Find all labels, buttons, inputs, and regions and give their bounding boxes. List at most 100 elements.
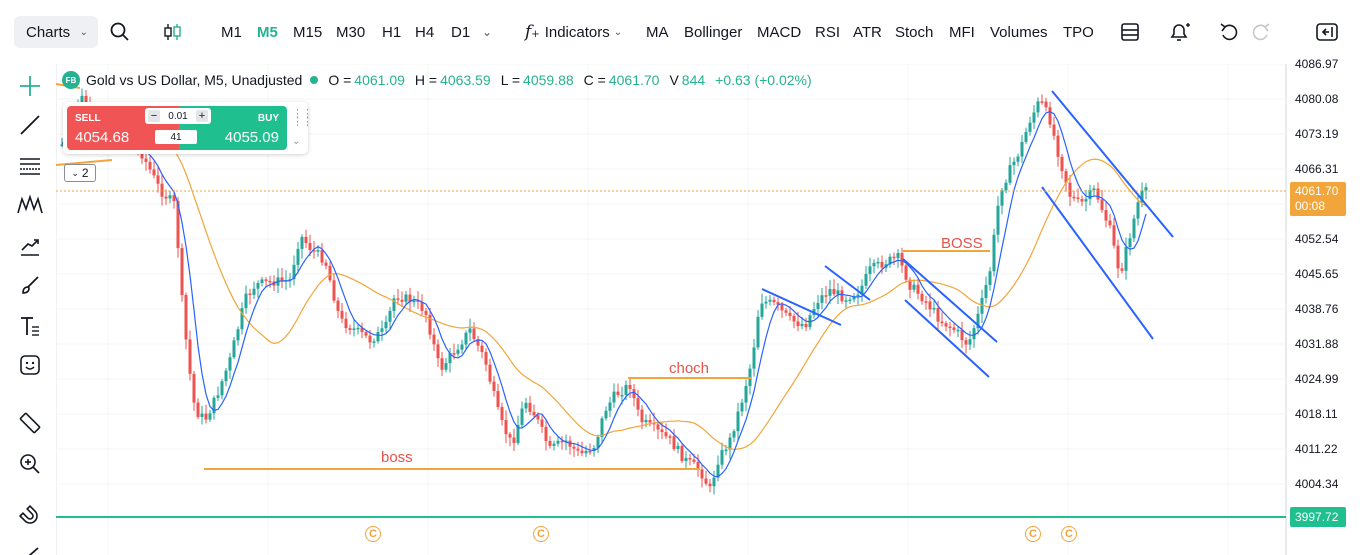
magnet-icon[interactable] <box>16 502 44 530</box>
indicator-bollinger[interactable]: Bollinger <box>684 23 743 41</box>
zoom-in-icon[interactable] <box>16 450 44 478</box>
drawing-pencil-icon[interactable] <box>16 540 44 555</box>
trend-line-icon[interactable] <box>16 111 44 139</box>
low-value: 4059.88 <box>523 72 574 88</box>
redo-icon[interactable] <box>1250 16 1272 48</box>
timeframe-h4[interactable]: H4 <box>415 23 435 41</box>
layout-icon[interactable] <box>1119 16 1141 48</box>
candle-body <box>788 312 792 316</box>
undo-icon[interactable] <box>1218 16 1240 48</box>
crosshair-icon[interactable] <box>16 72 44 100</box>
candle-body <box>556 440 560 444</box>
candle-body <box>1012 161 1016 166</box>
candle-body <box>496 391 500 408</box>
emoji-sticker-icon[interactable] <box>16 351 44 379</box>
channel-line <box>824 265 871 301</box>
forecast-icon[interactable] <box>16 232 44 260</box>
candle-body <box>1080 199 1084 202</box>
candle-body <box>848 299 852 302</box>
event-marker-icon[interactable]: C <box>1061 526 1077 542</box>
quantity-value[interactable]: 0.01 <box>168 110 188 122</box>
candle-body <box>900 253 904 266</box>
candle-body <box>952 327 956 331</box>
indicator-volumes[interactable]: Volumes <box>990 23 1048 41</box>
candle-body <box>856 294 860 297</box>
brush-icon[interactable] <box>16 272 44 300</box>
timeframe-m30[interactable]: M30 <box>336 23 366 41</box>
indicators-button[interactable]: f+ Indicators ⌄ <box>525 16 622 48</box>
candle-body <box>1072 196 1076 199</box>
charts-menu-button[interactable]: Charts ⌄ <box>14 16 98 48</box>
event-marker-icon[interactable]: C <box>1025 526 1041 542</box>
candle-body <box>1000 190 1004 206</box>
candle-body <box>756 316 760 348</box>
indicators-label: Indicators <box>544 23 610 41</box>
indicator-rsi[interactable]: RSI <box>815 23 841 41</box>
candle-body <box>1032 112 1036 123</box>
collapse-panel-icon[interactable] <box>1315 16 1339 48</box>
quantity-stepper[interactable]: − 0.01 + <box>145 108 211 124</box>
timeframes-more-chevron-icon[interactable]: ⌄ <box>482 25 493 39</box>
timeframe-m1[interactable]: M1 <box>221 23 242 41</box>
indicator-atr[interactable]: ATR <box>853 23 882 41</box>
indicator-ma[interactable]: MA <box>646 23 669 41</box>
alert-bell-icon[interactable] <box>1167 16 1191 48</box>
candle-body <box>608 402 612 411</box>
candle-body <box>1120 268 1124 271</box>
candle-body <box>332 280 336 301</box>
timeframe-h1[interactable]: H1 <box>382 23 402 41</box>
search-icon[interactable] <box>109 16 131 48</box>
price-tick: 4086.97 <box>1295 57 1339 71</box>
minus-icon[interactable]: − <box>148 110 160 122</box>
candle-body <box>264 279 268 281</box>
candle-body <box>156 175 160 184</box>
candle-body <box>1108 220 1112 226</box>
annotation-boss-lower[interactable]: boss <box>381 449 413 466</box>
horizontal-lines-icon[interactable] <box>16 152 44 180</box>
event-marker-icon[interactable]: C <box>533 526 549 542</box>
high-value: 4063.59 <box>440 72 491 88</box>
candle-body <box>924 301 928 303</box>
candle-body <box>684 457 688 461</box>
text-tool-icon[interactable] <box>16 312 44 340</box>
change-value: +0.63 (+0.02%) <box>715 72 812 88</box>
drawings-count-button[interactable]: ⌄ 2 <box>64 164 96 182</box>
candle-body <box>328 265 332 281</box>
candle-body <box>252 288 256 295</box>
candle-body <box>220 381 224 396</box>
timeframe-d1[interactable]: D1 <box>451 23 471 41</box>
chevron-down-icon: ⌄ <box>613 26 623 38</box>
candle-body <box>928 301 932 310</box>
candle-body <box>160 183 164 197</box>
drag-handle-icon[interactable]: ⋮⋮ ⋮⋮ <box>292 108 313 128</box>
plus-icon[interactable]: + <box>196 110 208 122</box>
pattern-icon[interactable] <box>16 191 44 219</box>
indicator-tpo[interactable]: TPO <box>1063 23 1094 41</box>
indicator-macd[interactable]: MACD <box>757 23 802 41</box>
candle-body <box>84 95 88 107</box>
candle-body <box>948 326 952 329</box>
annotation-boss-upper[interactable]: BOSS <box>941 235 983 252</box>
symbol-title[interactable]: Gold vs US Dollar, M5, Unadjusted <box>86 72 303 88</box>
candle-body <box>412 300 416 303</box>
price-tick: 4004.34 <box>1295 477 1339 491</box>
candle-body <box>280 277 284 281</box>
price-tick: 4018.11 <box>1295 407 1338 421</box>
candle-body <box>148 161 152 170</box>
candle-body <box>724 449 728 452</box>
event-marker-icon[interactable]: C <box>365 526 381 542</box>
timeframe-m5[interactable]: M5 <box>257 23 278 41</box>
annotation-choch[interactable]: choch <box>669 360 710 377</box>
candle-body <box>532 411 536 416</box>
price-tick: 4073.19 <box>1295 127 1339 141</box>
candle-body <box>164 196 168 199</box>
chevron-down-icon[interactable]: ⌄ <box>292 136 301 147</box>
candle-body <box>764 301 768 304</box>
ruler-icon[interactable] <box>16 409 44 437</box>
timeframe-m15[interactable]: M15 <box>293 23 323 41</box>
indicator-mfi[interactable]: MFI <box>949 23 975 41</box>
candle-body <box>1064 171 1068 183</box>
indicator-stoch[interactable]: Stoch <box>895 23 934 41</box>
chart-type-candles-icon[interactable] <box>162 16 184 48</box>
